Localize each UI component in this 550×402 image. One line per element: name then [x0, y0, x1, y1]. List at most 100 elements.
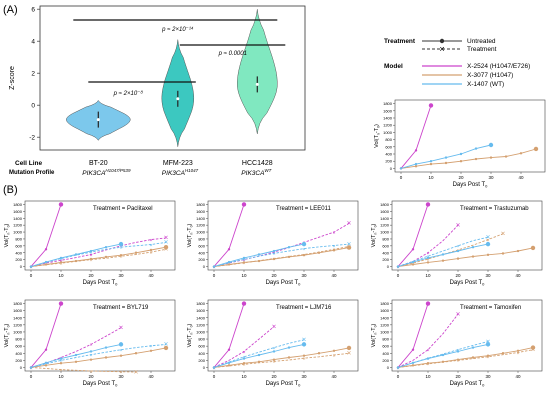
xtick-label: 0	[397, 273, 400, 278]
legend-treatment-text: Treatment	[467, 46, 497, 53]
series-line	[30, 327, 122, 368]
series-point	[411, 248, 415, 251]
xtick-label: 20	[458, 175, 464, 180]
series-point: ✕	[426, 257, 429, 262]
ylabel-part: )	[4, 323, 10, 325]
ylabel-part: Vol(T	[371, 234, 377, 247]
series-point	[59, 361, 63, 365]
ytick-label: 800	[382, 337, 389, 342]
series-point: ✕	[426, 356, 429, 361]
series-point	[456, 249, 460, 253]
series-point: ✕	[346, 221, 351, 227]
series-point: ✕	[332, 243, 335, 248]
ytick-label: 1400	[383, 116, 393, 121]
ytick-label: 600	[15, 243, 22, 248]
cell-line-label: MFM-223	[163, 160, 193, 167]
xtick-label: 10	[425, 374, 431, 379]
mutation-label: PIK3CAWT	[241, 168, 272, 177]
series-line	[213, 352, 350, 368]
ylabel: Vol(Tn-T0)	[187, 323, 194, 347]
legend-untreated-text: Untreated	[467, 38, 496, 45]
xlabel: Days Post T0	[453, 182, 489, 189]
xtick-label: 10	[241, 273, 247, 278]
series-point	[504, 155, 508, 158]
series-line	[30, 204, 62, 267]
mutation-gene: PIK3CA	[241, 170, 264, 177]
ytick-label: 400	[15, 250, 22, 255]
ylabel-sub: 0	[374, 225, 378, 227]
row-label-cell-line: Cell Line	[15, 160, 42, 167]
ytick-label: 600	[198, 344, 205, 349]
series-point	[241, 202, 247, 207]
series-line	[213, 204, 245, 267]
series-point: ✕	[530, 348, 535, 354]
series-point: ✕	[242, 355, 245, 360]
ytick-label: 400	[198, 250, 205, 255]
panel-label-a: (A)	[3, 4, 18, 16]
series-point: ✕	[119, 245, 122, 250]
series-point: ✕	[119, 254, 122, 259]
series-point: ✕	[486, 355, 489, 360]
xlabel-sub: 0	[115, 282, 118, 287]
series-point	[425, 301, 431, 306]
violin-chart: -2 0 2 4 6 Z-score p ≈ 2×10⁻¹⁴ p ≈ 2×10⁻⁸ p ≈ 0.…	[9, 5, 306, 177]
series-point	[533, 146, 539, 152]
series-point	[429, 162, 433, 166]
p-value-annotation: p ≈ 0.0001	[218, 51, 247, 57]
ytick-label: 1600	[380, 308, 390, 313]
series-line	[30, 248, 167, 268]
series-point: ✕	[456, 348, 459, 353]
ytick-label: 600	[15, 344, 22, 349]
series-line	[400, 105, 432, 169]
series-point	[444, 161, 448, 165]
series-line	[213, 243, 350, 268]
xtick-label: 0	[30, 273, 33, 278]
series-point: ✕	[301, 338, 306, 344]
series-line	[30, 366, 137, 373]
xlabel-sub: 0	[115, 383, 118, 388]
series-point	[242, 256, 246, 260]
ytick-label: 200	[198, 257, 205, 262]
series-point: ✕	[271, 324, 276, 330]
ytick-label: 1000	[380, 230, 390, 235]
ylabel: Vol(Tn-T0)	[374, 124, 381, 148]
ytick-label: 800	[385, 137, 392, 142]
series-point	[429, 160, 433, 163]
series-point	[104, 346, 108, 349]
ytick-label: 1800	[196, 301, 206, 306]
xlabel: Days Post T0	[83, 280, 119, 287]
series-line	[397, 347, 534, 368]
series-point: ✕	[119, 348, 122, 353]
series-point: ✕	[242, 257, 245, 262]
series-line	[397, 349, 534, 368]
series-point: ✕	[163, 342, 168, 348]
legend-treatment-marker: ✕	[439, 47, 445, 54]
ytick-label: 1800	[13, 301, 23, 306]
series-point: ✕	[242, 261, 245, 266]
xtick-label: 20	[88, 273, 94, 278]
series-point	[104, 356, 108, 359]
treatment-title: Treatment = BYL719	[93, 305, 149, 311]
xlabel-part: Days Post T	[83, 280, 116, 286]
violin-ytick-label: 2	[31, 71, 35, 78]
xtick-label: 20	[455, 273, 461, 278]
ytick-label: 400	[382, 250, 389, 255]
ytick-label: 0	[203, 264, 206, 269]
ytick-label: 1000	[383, 130, 393, 135]
series-point	[89, 358, 93, 361]
ytick-label: 0	[390, 166, 393, 171]
xtick-label: 10	[425, 273, 431, 278]
series-point: ✕	[346, 351, 351, 357]
ylabel-part: Vol(T	[187, 334, 193, 347]
xtick-label: 20	[88, 374, 94, 379]
legend-untreated-marker	[439, 38, 445, 44]
xlabel: Days Post T0	[450, 381, 486, 388]
series-point	[485, 342, 491, 347]
xtick-label: 20	[455, 374, 461, 379]
series-point	[104, 255, 108, 259]
